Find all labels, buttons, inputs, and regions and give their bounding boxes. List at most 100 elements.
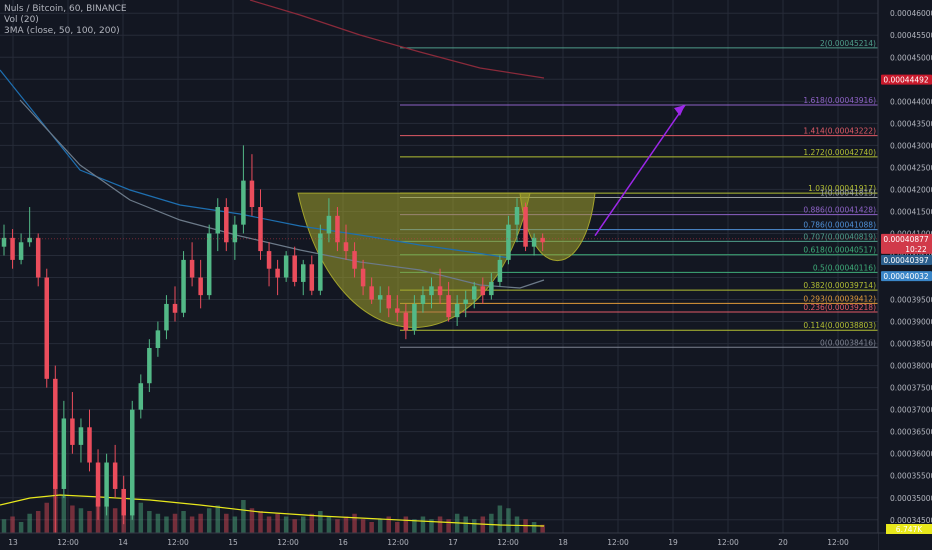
time-tick-label: 12:00 <box>167 538 189 547</box>
chart-legend: Nuls / Bitcoin, 60, BINANCE Vol (20) 3MA… <box>4 4 127 37</box>
projection-arrow[interactable] <box>594 104 686 237</box>
volume-bar <box>104 505 109 533</box>
candle-body <box>27 237 32 243</box>
price-badge-ma100 <box>881 271 932 282</box>
fib-level-label: 0.236(0.00039218) <box>803 303 876 312</box>
symbol-title[interactable]: Nuls / Bitcoin, 60, BINANCE <box>4 4 127 14</box>
candle-body <box>497 259 503 282</box>
volume-bar <box>514 516 520 533</box>
candle-body <box>61 418 67 489</box>
volume-bar <box>480 516 486 533</box>
candlesticks <box>1 145 545 533</box>
candle-body <box>318 233 323 291</box>
moving-average-indicator-label[interactable]: 3MA (close, 50, 100, 200) <box>4 26 120 36</box>
candle-body <box>523 207 528 247</box>
fib-level-label: 1(0.00041815) <box>820 189 876 198</box>
arrow-shaft <box>594 104 686 237</box>
price-tick-label: 0.00037500 <box>890 384 932 393</box>
candle-body <box>266 251 272 269</box>
price-tick-label: 0.00035500 <box>890 472 932 481</box>
price-tick-label: 0.00043000 <box>890 141 932 150</box>
fib-level-label: 2(0.00045214) <box>820 39 876 48</box>
price-badge-ma50 <box>881 255 932 266</box>
candle-body <box>172 303 178 313</box>
ma-50-line <box>0 69 511 259</box>
volume-bar <box>206 508 212 533</box>
candle-body <box>1 237 7 247</box>
price-tick-label: 0.00036500 <box>890 428 932 437</box>
volume-bar <box>241 500 246 533</box>
fibonacci-extension[interactable]: 2(0.00045214) 1.618(0.00043916) 1.414(0.00… <box>400 39 878 348</box>
fib-level-label: 0.5(0.00040116) <box>813 263 876 272</box>
candle-body <box>249 180 255 208</box>
volume-bar <box>437 516 443 533</box>
volume-bar <box>318 511 323 533</box>
price-badge-ma100-text: 0.00040032 <box>883 272 929 281</box>
volume-bar <box>540 524 545 533</box>
time-tick-label: 15 <box>228 538 238 547</box>
volume-bar <box>386 516 391 533</box>
time-axis[interactable]: 13 12:00 14 12:00 15 12:00 16 12:00 17 12:00 18 12:… <box>0 532 932 550</box>
volume-badge-text: 6.747K <box>896 525 923 534</box>
candle-body <box>18 242 24 260</box>
candle-body <box>412 303 417 331</box>
volume-bar <box>147 511 152 533</box>
time-tick-label: 12:00 <box>497 538 519 547</box>
candle-body <box>489 281 494 296</box>
candle-body <box>386 295 391 309</box>
candle-body <box>164 303 169 331</box>
last-price-badge <box>881 233 932 254</box>
fib-level-label: 1.618(0.00043916) <box>803 96 876 105</box>
candle-body <box>215 207 220 234</box>
volume-bar <box>10 516 15 533</box>
candle-body <box>343 242 349 252</box>
candle-body <box>506 224 511 260</box>
candle-body <box>292 255 297 282</box>
time-tick-label: 18 <box>558 538 568 547</box>
volume-bar <box>275 513 280 533</box>
candle-body <box>121 488 126 516</box>
volume-bar <box>292 519 297 533</box>
time-tick-label: 12:00 <box>827 538 849 547</box>
last-price-badge-time: 10:22 <box>905 245 927 254</box>
candle-body <box>275 268 280 278</box>
volume-bar <box>429 519 434 533</box>
time-axis-bg <box>0 533 878 550</box>
volume-bar <box>61 494 67 533</box>
volume-indicator-label[interactable]: Vol (20) <box>4 15 39 25</box>
candle-body <box>35 237 41 278</box>
candle-body <box>395 308 400 313</box>
volume-bar <box>138 502 144 533</box>
candle-body <box>224 207 229 243</box>
last-price-badge-text: 0.00040877 <box>883 235 929 244</box>
time-tick-label: 12:00 <box>387 538 409 547</box>
price-tick-label: 0.00038000 <box>890 362 932 371</box>
candle-body <box>437 286 443 296</box>
volume-bar <box>326 516 332 533</box>
candle-body <box>232 224 238 243</box>
candle-body <box>540 237 545 243</box>
price-tick-label: 0.00041500 <box>890 207 932 216</box>
fib-level-label: 0.786(0.00041088) <box>803 221 876 230</box>
candle-body <box>480 286 486 296</box>
fib-level-label: 0.707(0.00040819) <box>803 232 876 241</box>
volume-bar <box>446 519 451 533</box>
candle-body <box>87 427 92 463</box>
candle-body <box>198 277 203 296</box>
candle-body <box>112 462 118 489</box>
volume-bar <box>35 511 41 533</box>
fib-level-label: 1.272(0.00042740) <box>803 148 876 157</box>
price-tick-label: 0.00046000 <box>890 9 932 18</box>
candle-body <box>326 215 332 234</box>
time-tick-label: 14 <box>118 538 128 547</box>
fib-level-label: 0.618(0.00040517) <box>803 246 876 255</box>
fib-level-label: 0(0.00038416) <box>820 338 876 347</box>
price-badge-ma50-text: 0.00040397 <box>883 256 929 265</box>
volume-bar <box>181 511 186 533</box>
candle-body <box>335 215 340 243</box>
time-tick-label: 17 <box>448 538 458 547</box>
candle-body <box>189 259 195 278</box>
candle-body <box>420 295 426 304</box>
